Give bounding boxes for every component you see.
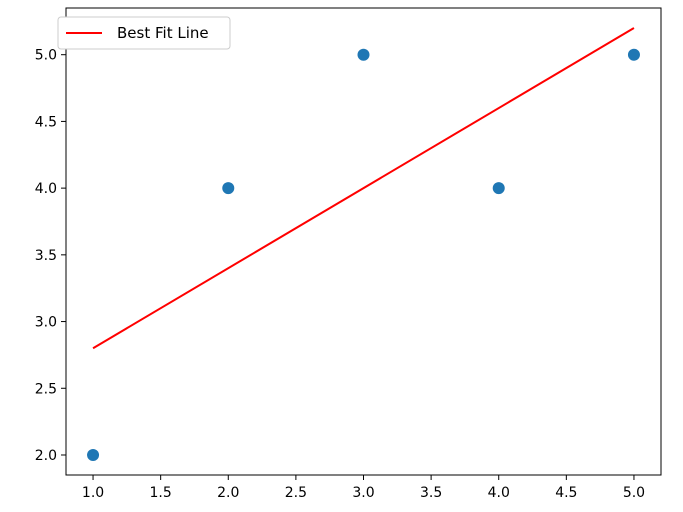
x-tick-label: 1.5 (150, 485, 172, 501)
x-tick-label: 4.5 (555, 485, 577, 501)
y-tick-label: 2.5 (35, 381, 57, 397)
y-tick-label: 2.0 (35, 448, 57, 464)
best-fit-line (92, 27, 635, 350)
x-tick-label: 1.0 (82, 485, 104, 501)
scatter-point (492, 182, 505, 195)
legend-box (57, 16, 231, 50)
x-tick-label: 4.0 (488, 485, 510, 501)
x-tick-label: 5.0 (623, 485, 645, 501)
scatter-point (87, 448, 100, 461)
y-tick-label: 5.0 (35, 48, 57, 64)
scatter-point (627, 48, 640, 61)
scatter-point (222, 182, 235, 195)
x-tick-label: 3.5 (420, 485, 442, 501)
legend-label-best-fit: Best Fit Line (117, 24, 209, 42)
legend: Best Fit Line (57, 16, 231, 50)
y-tick-label: 4.5 (35, 114, 57, 130)
x-tick-label: 2.0 (217, 485, 239, 501)
y-tick-label: 4.0 (35, 181, 57, 197)
y-tick-label: 3.5 (35, 248, 57, 264)
y-tick-label: 3.0 (35, 315, 57, 331)
scatter-point (357, 48, 370, 61)
x-tick-label: 3.0 (352, 485, 374, 501)
x-tick-label: 2.5 (285, 485, 307, 501)
